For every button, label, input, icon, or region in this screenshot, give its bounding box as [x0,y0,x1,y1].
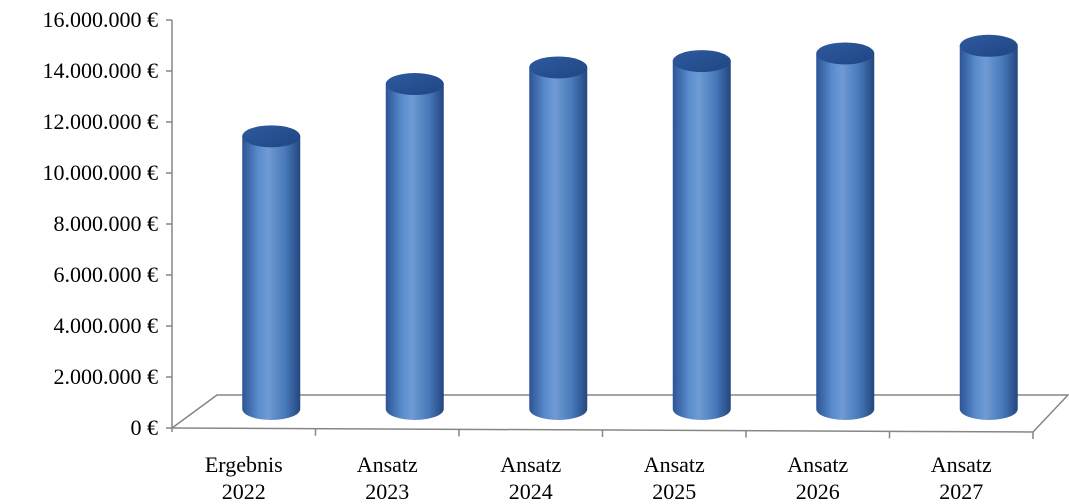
x-tick-label: Ansatz 2025 [644,452,705,504]
x-tick-label: Ansatz 2027 [931,452,992,504]
bar [816,42,875,421]
x-tick-label: Ansatz 2024 [500,452,561,504]
bar [959,34,1018,421]
x-tick-label: Ergebnis 2022 [205,452,283,504]
bar [385,73,444,421]
y-tick-label: 16.000.000 € [43,7,159,32]
y-axis-ticks: 0 € 2.000.000 € 4.000.000 € 6.000.000 € 8.00… [43,7,172,440]
bar [672,50,731,421]
y-tick-label: 6.000.000 € [54,262,159,287]
y-tick-label: 2.000.000 € [54,364,159,389]
y-tick-label: 12.000.000 € [43,109,159,134]
bar [242,125,301,421]
y-tick-label: 4.000.000 € [54,313,159,338]
x-tick-label: Ansatz 2023 [357,452,418,504]
x-tick-label: Ansatz 2026 [787,452,848,504]
y-tick-label: 0 € [131,415,159,440]
y-tick-label: 8.000.000 € [54,211,159,236]
y-tick-label: 10.000.000 € [43,160,159,185]
bars [242,34,1018,421]
axes [171,20,1069,433]
y-tick-label: 14.000.000 € [43,58,159,83]
x-axis-labels: Ergebnis 2022 Ansatz 2023 Ansatz 2024 Ansatz 20… [205,428,1034,504]
bar [529,56,588,421]
floor-outline [171,394,1069,433]
